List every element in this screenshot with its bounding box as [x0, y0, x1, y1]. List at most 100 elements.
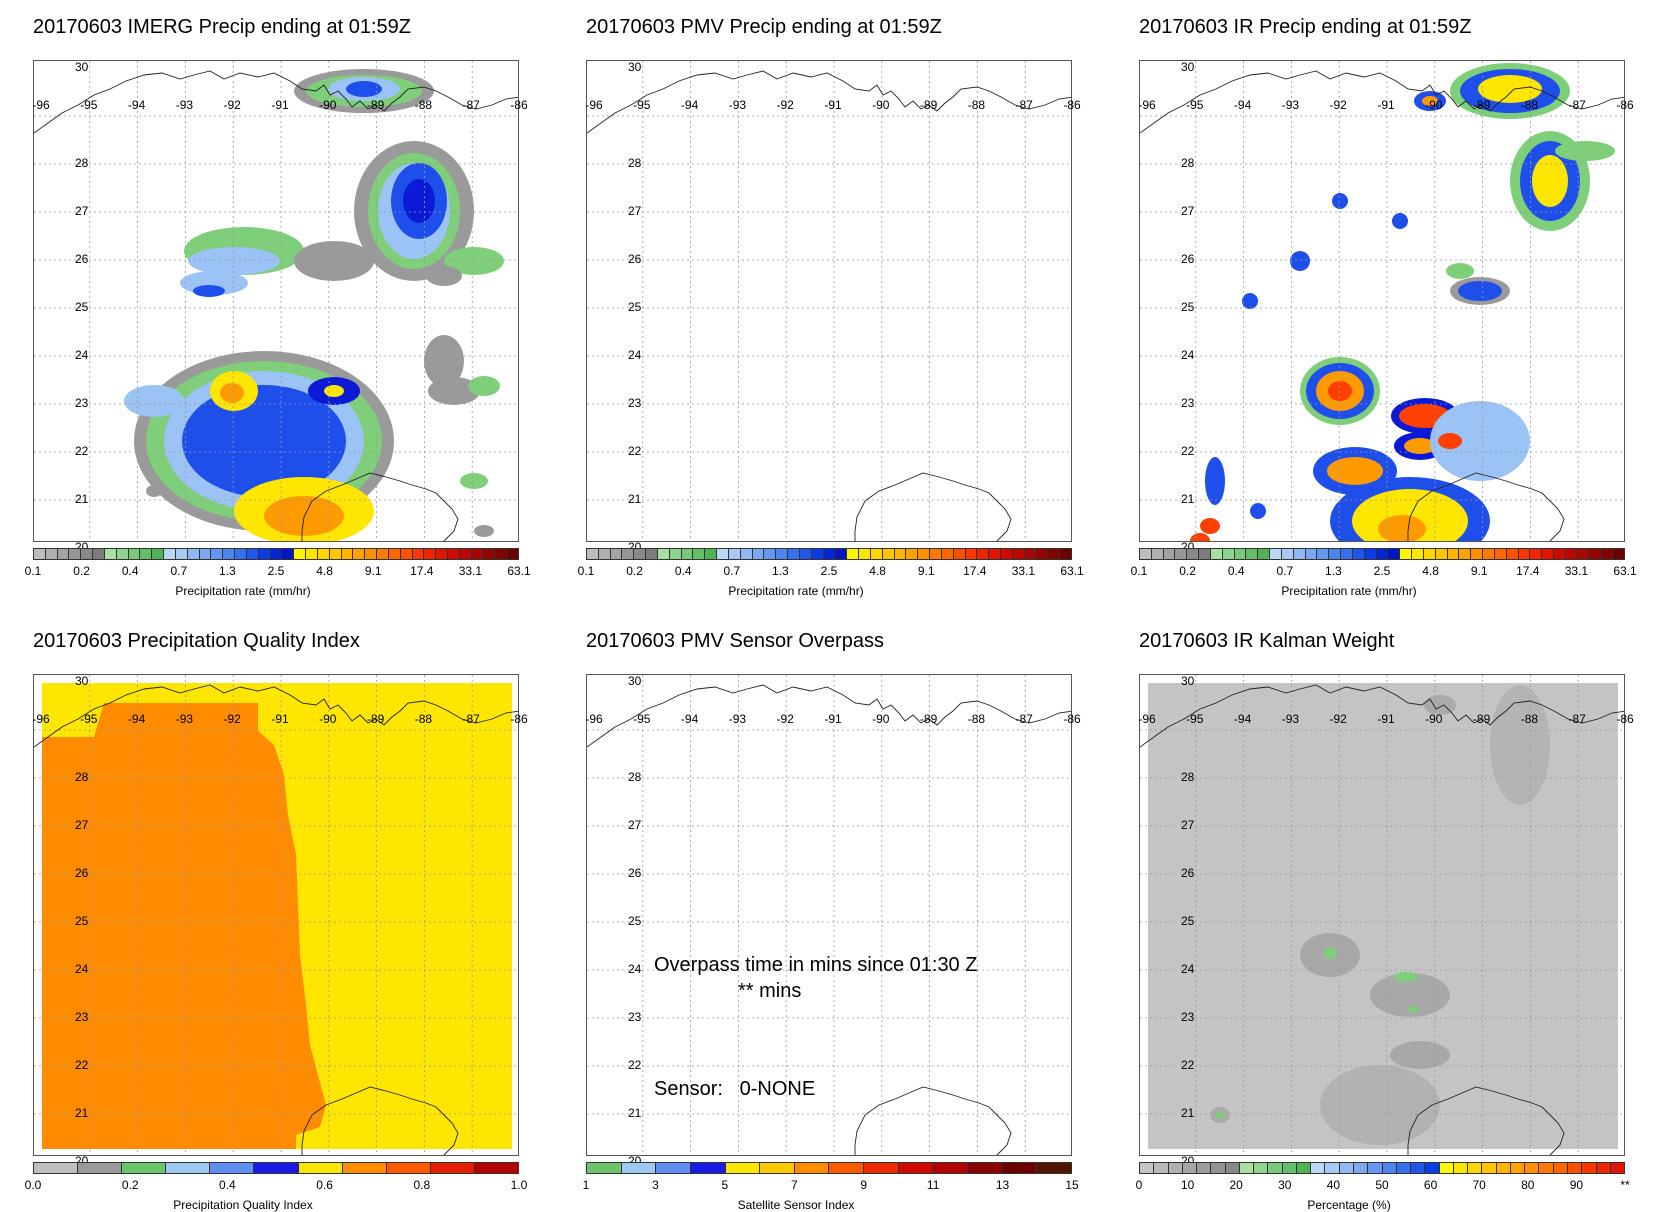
kalman-high-spot — [1216, 1111, 1224, 1119]
colorbar-swatch — [1268, 1163, 1283, 1173]
longitude-label: -94 — [680, 712, 699, 726]
colorbar-swatch — [794, 1163, 830, 1173]
colorbar-swatch — [152, 549, 165, 559]
colorbar-tick-label: 9.1 — [917, 564, 935, 578]
colorbar-swatch — [933, 1163, 969, 1173]
latitude-label: 28 — [1181, 770, 1195, 784]
latitude-label: 30 — [1181, 674, 1195, 688]
precip-region — [424, 335, 464, 387]
colorbar-swatch — [164, 549, 176, 559]
latitude-label: 21 — [1181, 1106, 1195, 1120]
precip-region — [220, 383, 244, 403]
precip-region — [1430, 401, 1530, 481]
coastline-yucatan — [301, 472, 459, 541]
colorbar-swatch — [1048, 549, 1061, 559]
colorbar-swatch — [1423, 549, 1436, 559]
colorbar-swatch — [210, 1163, 255, 1173]
colorbar-swatch — [93, 549, 105, 559]
colorbar-swatch — [1435, 549, 1448, 559]
latitude-label: 30 — [1181, 60, 1195, 74]
colorbar-swatch — [898, 1163, 934, 1173]
colorbar-swatch — [294, 549, 307, 559]
colorbar-swatch — [930, 549, 942, 559]
colorbar-swatch — [598, 549, 611, 559]
longitude-label: -93 — [728, 98, 747, 112]
colorbar-tick-label: 63.1 — [1060, 564, 1084, 578]
colorbar-swatch — [495, 549, 508, 559]
longitude-label: -86 — [1063, 712, 1081, 726]
colorbar-tick-label: 17.4 — [1516, 564, 1540, 578]
colorbar-swatch — [1329, 549, 1342, 559]
coastline-yucatan — [854, 472, 1012, 541]
coastline-yucatan — [301, 1086, 459, 1155]
colorbar — [1139, 548, 1625, 560]
colorbar-swatch — [199, 549, 212, 559]
colorbar-swatch — [1036, 549, 1049, 559]
kalman-high-spot — [1324, 947, 1336, 959]
colorbar-tick-label: 0.6 — [316, 1178, 333, 1192]
latitude-label: 24 — [75, 962, 89, 976]
colorbar-swatch — [175, 549, 188, 559]
colorbar-swatch — [1582, 1163, 1597, 1173]
colorbar-swatch — [1447, 549, 1460, 559]
colorbar-title: Precipitation rate (mm/hr) — [1281, 584, 1417, 598]
colorbar-tick-label: 15 — [1065, 1178, 1079, 1192]
colorbar-swatch — [835, 549, 848, 559]
colorbar-swatch — [1368, 1163, 1383, 1173]
colorbar-swatch — [1542, 549, 1554, 559]
colorbar-swatch — [377, 549, 389, 559]
colorbar-swatch — [69, 549, 82, 559]
longitude-label: -90 — [872, 98, 890, 112]
latitude-label: 26 — [1181, 866, 1195, 880]
colorbar-swatch — [116, 549, 129, 559]
colorbar — [1139, 1162, 1625, 1174]
colorbar-swatch — [717, 549, 729, 559]
latitude-label: 30 — [628, 60, 642, 74]
precip-region — [1446, 263, 1474, 279]
colorbar-swatch — [760, 1163, 795, 1173]
map-plot-precip-empty — [586, 60, 1072, 542]
colorbar-swatch — [1496, 1163, 1511, 1173]
kalman-region — [1424, 695, 1456, 715]
colorbar-swatch — [1510, 1163, 1526, 1173]
colorbar-tick-label: 70 — [1472, 1178, 1486, 1192]
longitude-label: -88 — [414, 712, 433, 726]
precip-region — [182, 385, 346, 497]
map-canvas — [587, 61, 1071, 541]
colorbar-tick-label: 1 — [582, 1178, 590, 1192]
colorbar-swatch — [1000, 549, 1013, 559]
longitude-label: -96 — [585, 98, 603, 112]
latitude-label: 25 — [628, 300, 642, 314]
panel-title: 20170603 Precipitation Quality Index — [33, 630, 360, 652]
colorbar-swatch — [968, 1163, 1003, 1173]
precip-region — [1190, 533, 1210, 541]
colorbar-swatch — [764, 549, 777, 559]
longitude-label: -91 — [1377, 712, 1395, 726]
latitude-label: 28 — [628, 770, 642, 784]
precip-region — [468, 376, 500, 396]
latitude-label: 23 — [628, 1010, 642, 1024]
map-canvas — [587, 675, 1071, 1155]
latitude-label: 25 — [75, 300, 89, 314]
longitude-label: -86 — [1616, 712, 1634, 726]
colorbar-swatch — [1168, 1163, 1183, 1173]
longitude-label: -96 — [585, 712, 603, 726]
longitude-label: -88 — [967, 98, 986, 112]
longitude-label: -89 — [1472, 98, 1491, 112]
latitude-label: 23 — [628, 396, 642, 410]
latitude-label: 21 — [1181, 492, 1195, 506]
latitude-label: 28 — [75, 770, 89, 784]
longitude-label: -92 — [776, 712, 794, 726]
longitude-label: -95 — [633, 712, 651, 726]
colorbar-swatch — [1396, 1163, 1412, 1173]
colorbar-swatch — [436, 549, 448, 559]
colorbar-tick-label: 3 — [652, 1178, 659, 1192]
map-plot-quality — [33, 674, 519, 1156]
precip-region — [346, 81, 382, 97]
precip-region — [324, 385, 344, 397]
colorbar-swatch — [1425, 1163, 1440, 1173]
latitude-label: 30 — [75, 674, 89, 688]
colorbar-tick-label: 20 — [1229, 1178, 1243, 1192]
longitude-label: -88 — [414, 98, 433, 112]
colorbar-swatch — [1352, 549, 1365, 559]
